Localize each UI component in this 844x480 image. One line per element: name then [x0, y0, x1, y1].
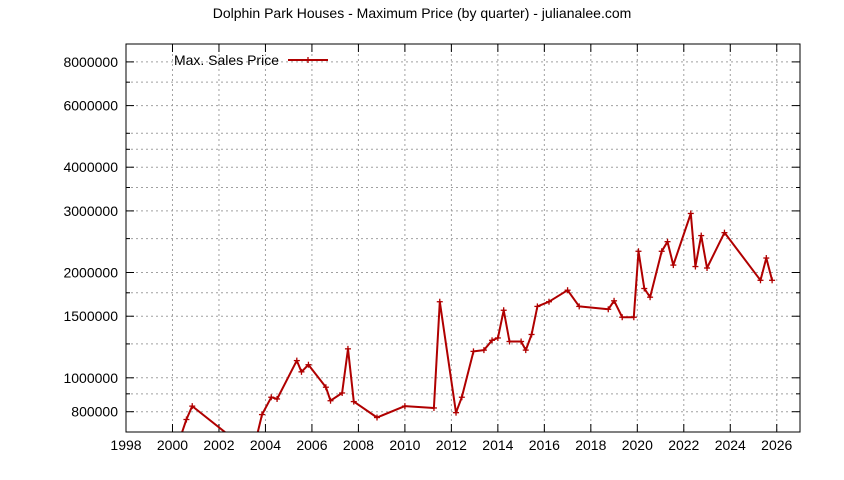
data-point: [258, 411, 265, 418]
data-point: [757, 277, 764, 284]
data-point: [692, 263, 699, 270]
x-tick-label: 2022: [668, 437, 699, 453]
data-point: [564, 287, 571, 294]
x-tick-label: 2026: [761, 437, 792, 453]
data-point: [664, 238, 671, 245]
y-tick-label: 3000000: [63, 203, 118, 219]
y-tick-label: 2000000: [63, 265, 118, 281]
x-tick-label: 2024: [715, 437, 746, 453]
x-tick-label: 2016: [529, 437, 560, 453]
plot-area: [181, 210, 776, 432]
x-tick-label: 2018: [575, 437, 606, 453]
data-point: [769, 277, 776, 284]
data-point: [500, 307, 507, 314]
data-point: [576, 303, 583, 310]
data-point: [545, 298, 552, 305]
x-tick-label: 2010: [389, 437, 420, 453]
y-tick-label: 1000000: [63, 370, 118, 386]
data-point: [298, 368, 305, 375]
data-point: [658, 248, 665, 255]
data-point: [268, 394, 275, 401]
x-tick-label: 2020: [622, 437, 653, 453]
y-tick-label: 4000000: [63, 159, 118, 175]
data-point: [528, 331, 535, 338]
data-point: [721, 229, 728, 236]
x-axis: 1998 2000 2002 2004 2006 2008 2010 2012 2014 2016…: [110, 44, 793, 453]
plot-frame: [125, 43, 801, 433]
x-tick-label: 2008: [343, 437, 374, 453]
data-point: [534, 303, 541, 310]
x-tick-label: 2000: [157, 437, 188, 453]
data-point: [436, 298, 443, 305]
y-tick-label: 8000000: [63, 54, 118, 70]
x-tick-label: 2014: [482, 437, 513, 453]
data-point: [630, 314, 637, 321]
data-point: [494, 334, 501, 341]
data-point: [698, 232, 705, 239]
legend-label: Max. Sales Price: [174, 52, 279, 68]
data-point: [274, 395, 281, 402]
legend: Max. Sales Price: [174, 52, 328, 68]
x-tick-label: 1998: [110, 437, 141, 453]
data-point: [322, 384, 329, 391]
data-point: [458, 394, 465, 401]
x-tick-label: 2002: [203, 437, 234, 453]
data-point: [522, 347, 529, 354]
data-point: [305, 361, 312, 368]
data-point: [763, 255, 770, 262]
data-point: [374, 414, 381, 421]
y-tick-label: 800000: [71, 404, 118, 420]
data-point: [350, 398, 357, 405]
data-point: [687, 210, 694, 217]
data-point: [470, 348, 477, 355]
legend-point-sample: [305, 57, 311, 63]
data-point: [518, 338, 525, 345]
x-tick-label: 2012: [436, 437, 467, 453]
data-point: [619, 314, 626, 321]
data-point: [430, 404, 437, 411]
data-point: [453, 409, 460, 416]
y-axis: 800000 1000000 1500000 2000000 3000000 400000…: [63, 54, 800, 420]
x-tick-label: 2004: [250, 437, 281, 453]
data-point: [327, 397, 334, 404]
x-tick-label: 2006: [296, 437, 327, 453]
data-point: [183, 416, 190, 423]
series-line: [181, 212, 774, 432]
data-point: [293, 357, 300, 364]
data-point: [339, 389, 346, 396]
data-point: [189, 403, 196, 410]
data-point: [641, 285, 648, 292]
data-point: [605, 306, 612, 313]
data-point: [647, 294, 654, 301]
data-point: [344, 345, 351, 352]
data-point: [480, 347, 487, 354]
chart-title: Dolphin Park Houses - Maximum Price (by …: [213, 5, 632, 21]
y-tick-label: 1500000: [63, 308, 118, 324]
data-point: [704, 265, 711, 272]
data-point: [635, 248, 642, 255]
data-point: [489, 337, 496, 344]
data-point: [670, 262, 677, 269]
y-tick-label: 6000000: [63, 98, 118, 114]
data-point: [401, 403, 408, 410]
data-point: [506, 338, 513, 345]
grid-layer: [126, 44, 800, 432]
data-point: [611, 297, 618, 304]
